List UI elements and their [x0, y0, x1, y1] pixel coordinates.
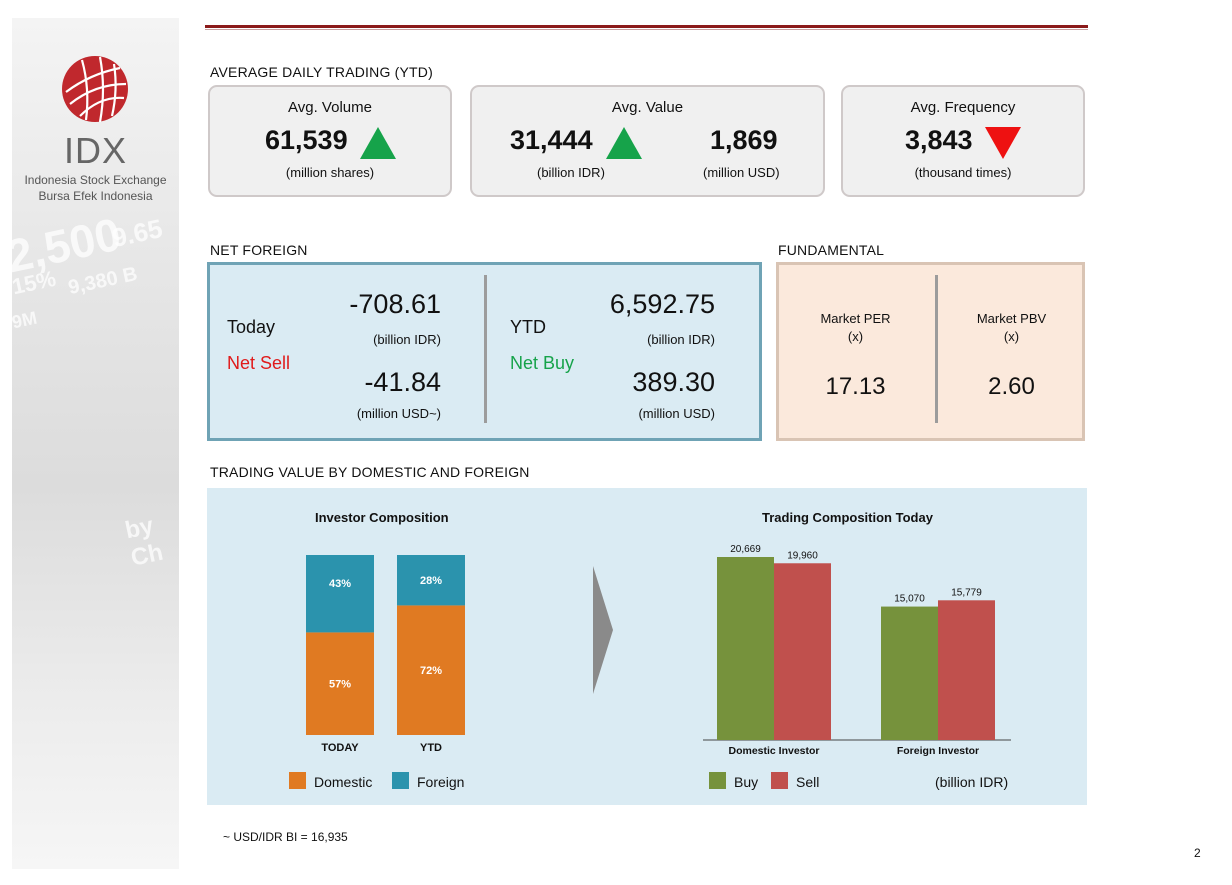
- trading-charts-svg: 57% 43% TODAY 72% 28% YTD 20,669 19,960 Domestic…: [306, 544, 1011, 757]
- category-label: YTD: [420, 742, 442, 754]
- per-value: 17.13: [825, 373, 886, 400]
- category-label: Domestic Investor: [728, 745, 819, 757]
- avg-value-idr: 31,444: [510, 125, 593, 155]
- nf-ytd-usd: 389.30: [632, 367, 715, 397]
- trading-composition-title: Trading Composition Today: [762, 510, 933, 525]
- nf-today-status: Net Sell: [227, 353, 291, 373]
- category-label: TODAY: [321, 742, 359, 754]
- sidebar: 2,500 9.65 15% 9,380 B 9M by Ch IDX Indo…: [12, 18, 179, 869]
- legend-sell-label: Sell: [796, 774, 820, 790]
- nf-ytd-usd-unit: (million USD): [638, 406, 715, 421]
- trend-down-icon: [985, 127, 1021, 159]
- chart-unit-note: (billion IDR): [935, 774, 1009, 790]
- header-rule: [205, 25, 1088, 28]
- avg-value-usd: 1,869: [710, 125, 778, 155]
- trading-title: TRADING VALUE BY DOMESTIC AND FOREIGN: [210, 464, 530, 480]
- legend-foreign-swatch: [392, 772, 409, 789]
- avg-value-idr-unit: (billion IDR): [537, 165, 605, 180]
- logo-line1: Indonesia Stock Exchange: [24, 173, 167, 187]
- trend-up-icon: [360, 127, 396, 159]
- pbv-value: 2.60: [988, 373, 1035, 400]
- pbv-label: Market PBV: [976, 311, 1047, 326]
- nf-today-usd: -41.84: [364, 367, 441, 397]
- per-label: Market PER: [820, 311, 891, 326]
- nf-ytd-idr: 6,592.75: [609, 289, 715, 319]
- category-label: Foreign Investor: [897, 745, 979, 757]
- legend-domestic-label: Domestic: [314, 774, 373, 790]
- pbv-unit: (x): [1003, 329, 1020, 344]
- segment-label: 72%: [420, 665, 442, 677]
- exchange-rate-footnote: ~ USD/IDR BI = 16,935: [223, 830, 348, 844]
- segment-label: 28%: [420, 575, 442, 587]
- investor-composition-title: Investor Composition: [315, 510, 449, 525]
- logo-wordmark: IDX: [63, 130, 127, 171]
- sidebar-bg-text: 9.65: [109, 213, 166, 253]
- legend-buy-swatch: [709, 772, 726, 789]
- arrow-chevron-icon: [593, 566, 613, 694]
- grouped-bar: [717, 557, 774, 740]
- sidebar-bg-text: by Ch: [122, 512, 166, 572]
- bar-value-label: 15,070: [894, 594, 925, 605]
- avg-frequency-value: 3,843: [905, 125, 973, 155]
- trading-chart-area: Investor Composition Trading Composition…: [207, 488, 1087, 805]
- net-foreign-panel: Today Net Sell -708.61 (billion IDR) -41…: [207, 262, 762, 441]
- avg-volume-unit: (million shares): [285, 165, 375, 180]
- stacked-bar-segment: [306, 555, 374, 633]
- bar-value-label: 19,960: [787, 550, 818, 561]
- avg-frequency-unit: (thousand times): [914, 165, 1012, 180]
- fundamental-divider: [935, 275, 938, 423]
- nf-today-label: Today: [227, 317, 276, 337]
- grouped-bar: [774, 563, 831, 740]
- idx-logo-icon: [62, 56, 128, 123]
- nf-ytd-status: Net Buy: [510, 353, 575, 373]
- stacked-bar-segment: [397, 605, 465, 735]
- fundamental-title: FUNDAMENTAL: [778, 242, 885, 258]
- nf-today-usd-unit: (million USD~): [356, 406, 441, 421]
- segment-label: 57%: [329, 679, 351, 691]
- avg-value-label: Avg. Value: [611, 99, 684, 116]
- bar-value-label: 20,669: [730, 544, 761, 555]
- trend-up-icon: [606, 127, 642, 159]
- stacked-bar-segment: [397, 555, 465, 606]
- avg-volume-value: 61,539: [265, 125, 348, 155]
- nf-today-idr: -708.61: [349, 289, 441, 319]
- nf-divider: [484, 275, 487, 423]
- bar-value-label: 15,779: [951, 587, 982, 598]
- fundamental-panel: Market PER (x) 17.13 Market PBV (x) 2.60: [776, 262, 1085, 441]
- sidebar-bg-text: 9M: [12, 307, 39, 333]
- nf-ytd-idr-unit: (billion IDR): [647, 332, 715, 347]
- legend-foreign-label: Foreign: [417, 774, 465, 790]
- page-number: 2: [1194, 846, 1201, 860]
- per-unit: (x): [847, 329, 864, 344]
- adt-title: AVERAGE DAILY TRADING (YTD): [210, 64, 433, 80]
- nf-ytd-label: YTD: [510, 317, 546, 337]
- avg-frequency-card: Avg. Frequency 3,843 (thousand times): [841, 85, 1085, 197]
- net-foreign-title: NET FOREIGN: [210, 242, 308, 258]
- avg-value-card: Avg. Value 31,444 (billion IDR) 1,869 (m…: [470, 85, 825, 197]
- avg-value-usd-unit: (million USD): [703, 165, 780, 180]
- header-rule-thin: [205, 29, 1088, 30]
- legend-buy-label: Buy: [734, 774, 759, 790]
- legend-domestic-swatch: [289, 772, 306, 789]
- stacked-bar-segment: [306, 632, 374, 735]
- nf-today-idr-unit: (billion IDR): [373, 332, 441, 347]
- avg-volume-card: Avg. Volume 61,539 (million shares): [208, 85, 452, 197]
- avg-frequency-label: Avg. Frequency: [910, 99, 1016, 116]
- legend-sell-swatch: [771, 772, 788, 789]
- grouped-bar: [881, 606, 938, 740]
- segment-label: 43%: [329, 578, 351, 590]
- logo-line2: Bursa Efek Indonesia: [38, 189, 153, 203]
- avg-volume-label: Avg. Volume: [288, 99, 372, 116]
- grouped-bar: [938, 600, 995, 740]
